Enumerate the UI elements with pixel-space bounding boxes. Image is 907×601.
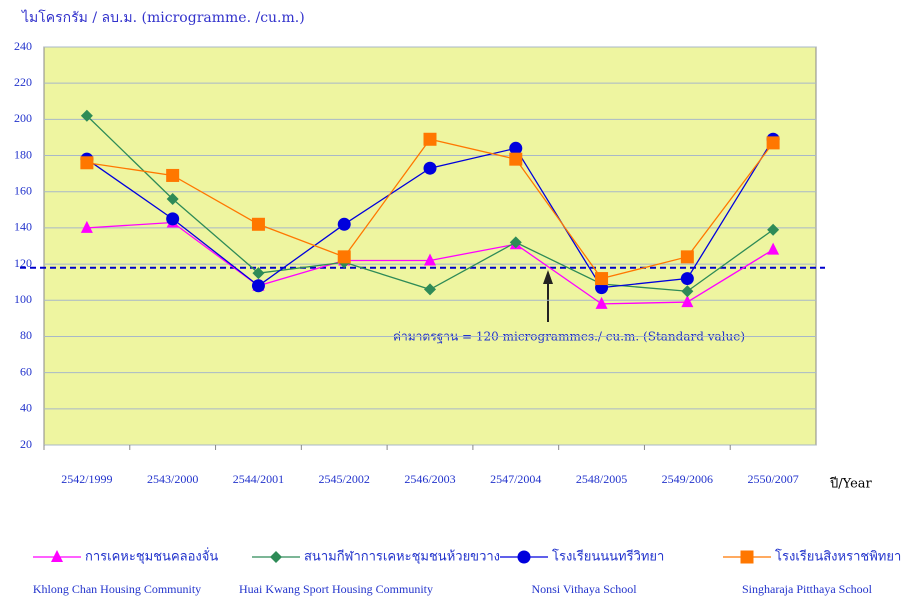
marker <box>509 236 522 249</box>
arrow-head <box>543 270 553 284</box>
y-tick-label: 180 <box>14 147 32 161</box>
y-tick-label: 240 <box>14 39 32 53</box>
legend-label-en: Singharaja Pitthaya School <box>742 582 873 596</box>
marker <box>423 132 437 146</box>
marker <box>595 272 609 286</box>
marker <box>166 212 180 226</box>
y-tick-label: 80 <box>20 328 32 342</box>
marker <box>80 220 93 233</box>
x-tick-label: 2550/2007 <box>747 472 798 486</box>
y-tick-label: 200 <box>14 111 32 125</box>
marker <box>424 253 436 266</box>
marker <box>680 272 694 286</box>
marker <box>681 285 694 298</box>
y-tick-label: 160 <box>14 183 32 197</box>
marker <box>337 250 351 264</box>
y-tick-label: 100 <box>14 292 32 306</box>
x-tick-label: 2548/2005 <box>576 472 627 486</box>
x-axis-title: ปี/Year <box>829 476 873 492</box>
y-axis-title: ไมโครกรัม / ลบ.ม. (microgramme. /cu.m.) <box>21 9 305 26</box>
marker <box>423 161 437 175</box>
marker <box>766 136 780 150</box>
marker <box>517 550 531 564</box>
marker <box>337 217 351 231</box>
y-tick-label: 20 <box>20 437 32 451</box>
marker <box>680 250 694 264</box>
marker <box>424 283 436 296</box>
y-tick-label: 140 <box>14 220 32 234</box>
x-tick-label: 2545/2002 <box>319 472 370 486</box>
y-tick-label: 60 <box>20 364 32 378</box>
marker <box>740 550 754 564</box>
marker <box>80 156 94 170</box>
x-tick-label: 2546/2003 <box>404 472 455 486</box>
legend-label: สนามกีฬาการเคหะชุมชนห้วยขวาง <box>304 549 500 565</box>
legend-label: โรงเรียนสิงหราชพิทยา <box>775 549 901 565</box>
marker <box>509 152 523 166</box>
legend-label: การเคหะชุมชนคลองจั่น <box>85 548 218 565</box>
marker <box>767 242 780 255</box>
x-tick-label: 2549/2006 <box>662 472 713 486</box>
x-tick-label: 2547/2004 <box>490 472 541 486</box>
x-tick-label: 2544/2001 <box>233 472 284 486</box>
marker <box>251 279 265 293</box>
marker <box>767 223 780 236</box>
marker <box>270 551 282 563</box>
y-tick-label: 120 <box>14 256 32 270</box>
marker <box>166 192 179 205</box>
marker <box>509 141 523 155</box>
marker <box>166 168 180 182</box>
x-tick-label: 2543/2000 <box>147 472 198 486</box>
legend-label-en: Huai Kwang Sport Housing Community <box>239 582 433 596</box>
legend-label-en: Khlong Chan Housing Community <box>33 582 201 596</box>
y-tick-label: 220 <box>14 75 32 89</box>
legend-label-en: Nonsi Vithaya School <box>531 582 637 596</box>
marker <box>595 296 608 309</box>
marker <box>681 295 694 308</box>
x-tick-label: 2542/1999 <box>61 472 112 486</box>
plot-area <box>43 46 817 446</box>
marker <box>51 550 63 562</box>
marker <box>252 267 265 280</box>
legend-label: โรงเรียนนนทรีวิทยา <box>552 549 664 565</box>
marker <box>80 109 93 122</box>
y-tick-label: 40 <box>20 401 32 415</box>
marker <box>251 217 265 231</box>
